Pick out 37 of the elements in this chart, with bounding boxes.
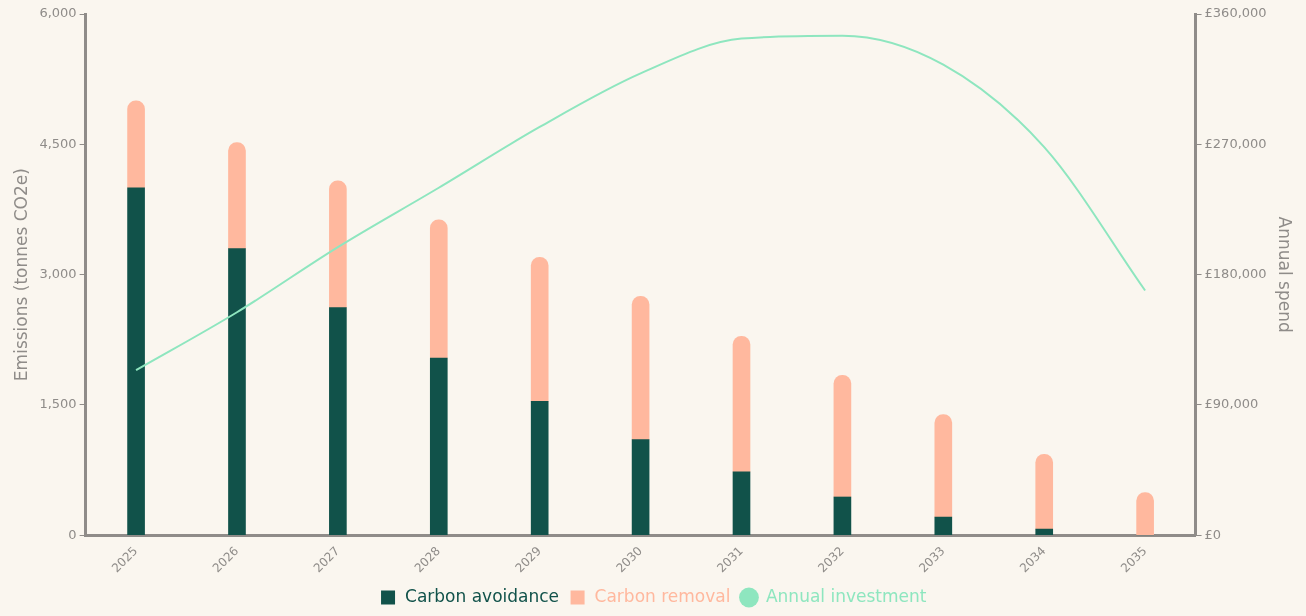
y2-tick-label: £180,000	[1204, 265, 1267, 281]
y-tick-label: 4,500	[39, 135, 77, 151]
y2-tick-label: £360,000	[1204, 5, 1267, 21]
y2-tick-label: £270,000	[1204, 135, 1267, 151]
bar	[127, 187, 145, 536]
bar	[732, 471, 751, 536]
bar	[1035, 528, 1054, 536]
bar	[228, 248, 246, 536]
bar	[329, 180, 347, 308]
y-tick-label: 3,000	[39, 265, 77, 281]
bar	[732, 335, 751, 473]
legend-label: Carbon avoidance	[405, 585, 560, 606]
bar	[631, 296, 650, 440]
bar	[1136, 492, 1154, 536]
y2-tick-label: £90,000	[1204, 396, 1259, 412]
y-tick-label: 6,000	[39, 5, 77, 21]
bar	[833, 375, 852, 498]
bar	[228, 142, 246, 249]
bar	[1035, 454, 1054, 530]
bar	[429, 357, 448, 536]
bar	[833, 496, 852, 536]
bar	[429, 219, 448, 359]
bar	[530, 256, 549, 402]
y-tick-label: 0	[68, 526, 77, 542]
line-series	[135, 34, 1147, 372]
bar	[934, 414, 953, 518]
bar	[530, 401, 549, 536]
bar	[127, 100, 145, 189]
y2-axis-title: Annual spend	[1275, 216, 1296, 333]
bar	[631, 439, 650, 536]
y-tick-label: 1,500	[39, 396, 77, 412]
legend-label: Carbon removal	[594, 585, 731, 606]
bar	[934, 516, 953, 536]
bar	[329, 307, 347, 536]
y-axis-title: Emissions (tonnes CO2e)	[10, 168, 31, 382]
legend-label: Annual investment	[765, 585, 927, 606]
y2-tick-label: £0	[1204, 526, 1222, 542]
